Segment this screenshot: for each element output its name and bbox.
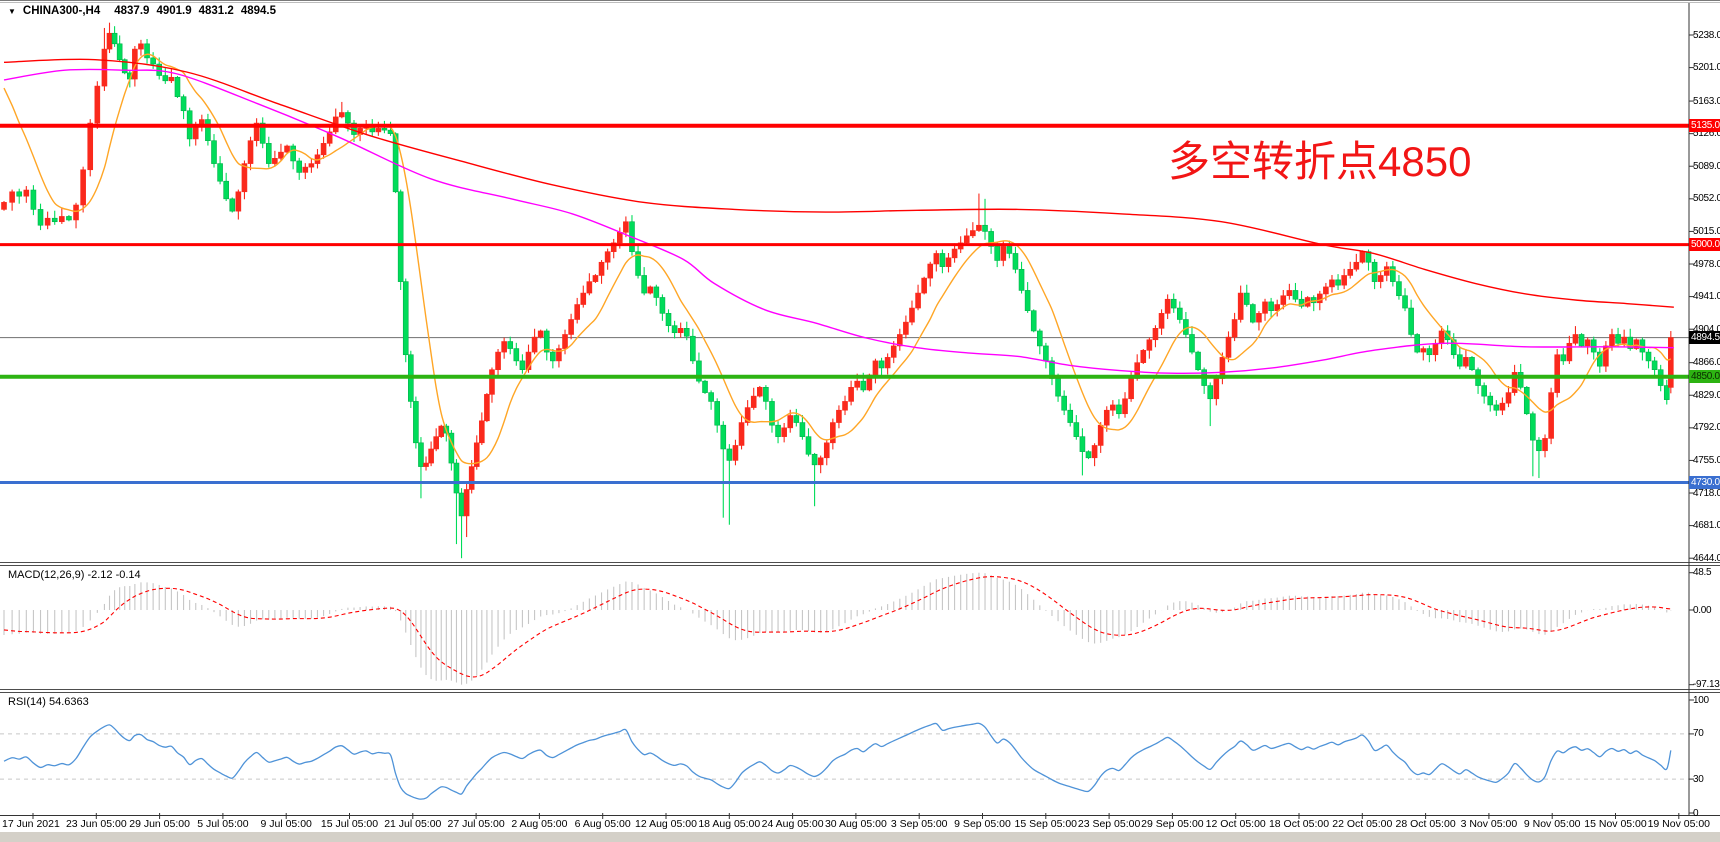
candlestick-series xyxy=(1,22,1674,559)
time-axis-tick: 27 Jul 05:00 xyxy=(447,818,505,830)
price-axis-tick: 4904.0 xyxy=(1693,323,1720,335)
macd-axis-tick: -97.13 xyxy=(1693,679,1720,691)
rsi-indicator-label: RSI(14) 54.6363 xyxy=(8,696,89,708)
macd-signal-line xyxy=(3,576,1671,678)
price-axis-tick: 5089.0 xyxy=(1693,160,1720,172)
ohlc-low-value: 4831.2 xyxy=(198,5,234,17)
price-badge-4730.0: 4730.0 xyxy=(1689,475,1720,489)
time-axis-tick: 23 Jun 05:00 xyxy=(65,818,127,830)
time-axis-tick: 23 Sep 05:00 xyxy=(1077,818,1141,830)
price-axis-tick: 4644.0 xyxy=(1693,552,1720,564)
price-badge-4894.5: 4894.5 xyxy=(1689,331,1720,345)
panel-frames xyxy=(0,0,1720,819)
price-badge-4850.0: 4850.0 xyxy=(1689,370,1720,384)
ohlc-close-value: 4894.5 xyxy=(240,5,276,17)
time-axis-tick: 18 Aug 05:00 xyxy=(698,818,761,830)
ma-red-line xyxy=(3,58,1674,308)
time-axis-tick: 5 Jul 05:00 xyxy=(197,818,249,830)
time-axis-tick: 19 Nov 05:00 xyxy=(1647,818,1711,830)
price-axis-tick: 4941.0 xyxy=(1693,291,1720,303)
time-axis-tick: 6 Aug 05:00 xyxy=(574,818,631,830)
rsi-axis-tick: 30 xyxy=(1693,773,1704,785)
time-axis-tick: 18 Oct 05:00 xyxy=(1268,818,1330,830)
time-axis-tick: 30 Aug 05:00 xyxy=(824,818,887,830)
macd-histogram xyxy=(3,572,1672,685)
price-badge-5000.0: 5000.0 xyxy=(1689,238,1720,252)
price-axis-tick: 5052.0 xyxy=(1693,193,1720,205)
ma-magenta-line xyxy=(3,68,1674,375)
time-axis-tick: 12 Aug 05:00 xyxy=(635,818,697,830)
window-bottom-strip xyxy=(0,832,1720,842)
time-axis-tick: 12 Oct 05:00 xyxy=(1205,818,1266,830)
ohlc-open-value: 4837.9 xyxy=(114,5,150,17)
time-axis-tick: 28 Oct 05:00 xyxy=(1395,818,1456,830)
time-axis-tick: 24 Aug 05:00 xyxy=(761,818,824,830)
time-axis-tick: 29 Sep 05:00 xyxy=(1141,818,1204,830)
time-axis-tick: 2 Aug 05:00 xyxy=(511,818,568,830)
price-axis-tick: 5201.0 xyxy=(1693,62,1720,74)
time-axis-tick: 22 Oct 05:00 xyxy=(1332,818,1393,830)
price-badge-5135.0: 5135.0 xyxy=(1689,119,1720,133)
price-axis-tick: 4718.0 xyxy=(1693,487,1720,499)
time-axis-tick: 15 Sep 05:00 xyxy=(1014,818,1078,830)
time-axis-tick: 9 Sep 05:00 xyxy=(954,818,1011,830)
rsi-axis-tick: 100 xyxy=(1693,694,1709,706)
time-axis-tick: 21 Jul 05:00 xyxy=(384,818,442,830)
price-axis-tick: 4829.0 xyxy=(1693,389,1720,401)
ohlc-high-value: 4901.9 xyxy=(156,5,192,17)
macd-axis-tick: 48.5 xyxy=(1693,567,1712,579)
price-axis-tick: 5238.0 xyxy=(1693,29,1720,41)
rsi-axis-tick: 0 xyxy=(1693,807,1699,819)
rsi-axis-tick: 70 xyxy=(1693,728,1704,740)
chart-header: ▼ CHINA300-,H4 4837.9 4901.9 4831.2 4894… xyxy=(8,5,283,17)
macd-indicator-label: MACD(12,26,9) -2.12 -0.14 xyxy=(8,569,141,581)
time-axis-tick: 29 Jun 05:00 xyxy=(129,818,190,830)
annotation-text[interactable]: 多空转折点4850 xyxy=(1168,138,1472,185)
price-axis-tick: 4681.0 xyxy=(1693,520,1720,532)
time-axis-tick: 9 Nov 05:00 xyxy=(1523,818,1581,830)
price-axis-tick: 5126.0 xyxy=(1693,128,1720,140)
rsi-line xyxy=(3,722,1672,800)
time-axis-tick: 17 Jun 2021 xyxy=(2,818,60,830)
time-axis-tick: 9 Jul 05:00 xyxy=(260,818,312,830)
price-axis-tick: 4978.0 xyxy=(1693,258,1720,270)
symbol-timeframe-label: CHINA300-,H4 xyxy=(22,5,101,17)
time-axis-tick: 15 Jul 05:00 xyxy=(320,818,379,830)
time-axis-tick: 15 Nov 05:00 xyxy=(1584,818,1647,830)
price-axis-tick: 5015.0 xyxy=(1693,225,1720,237)
ma-orange-line xyxy=(3,53,1672,465)
time-axis-tick: 3 Sep 05:00 xyxy=(890,818,948,830)
price-axis-tick: 5163.0 xyxy=(1693,95,1720,107)
price-axis-tick: 4866.0 xyxy=(1693,357,1720,369)
price-axis-tick: 4755.0 xyxy=(1693,454,1720,466)
macd-axis-tick: 0.00 xyxy=(1693,604,1712,616)
symbol-dropdown-icon[interactable]: ▼ xyxy=(8,6,16,16)
time-axis-tick: 3 Nov 05:00 xyxy=(1460,818,1518,830)
price-axis-tick: 4792.0 xyxy=(1693,422,1720,434)
